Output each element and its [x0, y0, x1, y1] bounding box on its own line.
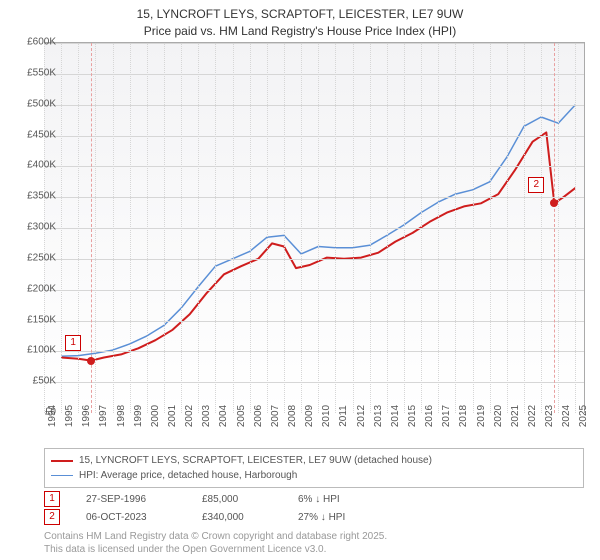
x-axis-label: 2019 — [476, 405, 487, 427]
y-axis-label: £50K — [14, 376, 56, 387]
legend-item: 15, LYNCROFT LEYS, SCRAPTOFT, LEICESTER,… — [51, 453, 577, 468]
sales-row: 2 06-OCT-2023 £340,000 27% ↓ HPI — [44, 508, 388, 526]
y-axis-label: £400K — [14, 160, 56, 171]
sale-date: 27-SEP-1996 — [86, 494, 176, 505]
sale-date: 06-OCT-2023 — [86, 512, 176, 523]
copyright-line-1: Contains HM Land Registry data © Crown c… — [44, 530, 387, 543]
x-axis-label: 2023 — [544, 405, 555, 427]
y-axis-label: £150K — [14, 314, 56, 325]
x-axis-label: 2012 — [356, 405, 367, 427]
x-axis-label: 2010 — [321, 405, 332, 427]
title-line-2: Price paid vs. HM Land Registry's House … — [0, 23, 600, 40]
x-axis-label: 2001 — [167, 405, 178, 427]
x-axis-label: 2007 — [270, 405, 281, 427]
y-axis-label: £500K — [14, 98, 56, 109]
chart-title: 15, LYNCROFT LEYS, SCRAPTOFT, LEICESTER,… — [0, 0, 600, 40]
legend-item: HPI: Average price, detached house, Harb… — [51, 468, 577, 483]
legend-swatch — [51, 460, 73, 462]
x-axis-label: 2017 — [441, 405, 452, 427]
sale-marker-box: 1 — [65, 335, 81, 351]
sales-table: 1 27-SEP-1996 £85,000 6% ↓ HPI 2 06-OCT-… — [44, 490, 388, 526]
sale-price: £85,000 — [202, 494, 272, 505]
x-axis-label: 2002 — [184, 405, 195, 427]
y-axis-label: £550K — [14, 67, 56, 78]
sale-marker-dot — [87, 357, 95, 365]
copyright-notice: Contains HM Land Registry data © Crown c… — [44, 530, 387, 556]
sales-row: 1 27-SEP-1996 £85,000 6% ↓ HPI — [44, 490, 388, 508]
x-axis-label: 2005 — [236, 405, 247, 427]
legend-label: 15, LYNCROFT LEYS, SCRAPTOFT, LEICESTER,… — [79, 453, 432, 468]
sale-marker-dot — [550, 199, 558, 207]
x-axis-label: 2003 — [201, 405, 212, 427]
x-axis-label: 2000 — [150, 405, 161, 427]
legend-box: 15, LYNCROFT LEYS, SCRAPTOFT, LEICESTER,… — [44, 448, 584, 488]
x-axis-label: 2011 — [338, 405, 349, 427]
sale-price: £340,000 — [202, 512, 272, 523]
legend-label: HPI: Average price, detached house, Harb… — [79, 468, 297, 483]
x-axis-label: 2004 — [218, 405, 229, 427]
sale-marker-number: 2 — [44, 509, 60, 525]
x-axis-label: 1996 — [81, 405, 92, 427]
x-axis-label: 1999 — [133, 405, 144, 427]
y-axis-label: £450K — [14, 129, 56, 140]
y-axis-label: £200K — [14, 283, 56, 294]
x-axis-label: 2016 — [424, 405, 435, 427]
x-axis-label: 2022 — [527, 405, 538, 427]
y-axis-label: £600K — [14, 37, 56, 48]
x-axis-label: 2018 — [458, 405, 469, 427]
y-axis-label: £350K — [14, 191, 56, 202]
x-axis-label: 2025 — [578, 405, 589, 427]
legend-swatch — [51, 475, 73, 476]
title-line-1: 15, LYNCROFT LEYS, SCRAPTOFT, LEICESTER,… — [0, 6, 600, 23]
sale-marker-box: 2 — [528, 177, 544, 193]
chart-container: 15, LYNCROFT LEYS, SCRAPTOFT, LEICESTER,… — [0, 0, 600, 560]
x-axis-label: 2006 — [253, 405, 264, 427]
sale-marker-number: 1 — [44, 491, 60, 507]
x-axis-label: 2008 — [287, 405, 298, 427]
x-axis-label: 2024 — [561, 405, 572, 427]
x-axis-label: 1997 — [98, 405, 109, 427]
y-axis-label: £300K — [14, 222, 56, 233]
x-axis-label: 2014 — [390, 405, 401, 427]
chart-plot-area: 12 — [44, 42, 585, 413]
sale-pct-vs-hpi: 6% ↓ HPI — [298, 494, 388, 505]
x-axis-label: 1994 — [47, 405, 58, 427]
x-axis-label: 1995 — [64, 405, 75, 427]
y-axis-label: £250K — [14, 252, 56, 263]
x-axis-label: 2009 — [304, 405, 315, 427]
sale-pct-vs-hpi: 27% ↓ HPI — [298, 512, 388, 523]
x-axis-label: 2015 — [407, 405, 418, 427]
y-axis-label: £100K — [14, 345, 56, 356]
copyright-line-2: This data is licensed under the Open Gov… — [44, 543, 387, 556]
x-axis-label: 2013 — [373, 405, 384, 427]
x-axis-label: 1998 — [116, 405, 127, 427]
x-axis-label: 2020 — [493, 405, 504, 427]
x-axis-label: 2021 — [510, 405, 521, 427]
